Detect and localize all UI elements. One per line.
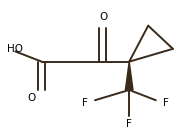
Text: F: F: [163, 98, 169, 108]
Polygon shape: [125, 62, 133, 90]
Text: HO: HO: [7, 44, 23, 54]
Text: F: F: [126, 119, 132, 129]
Text: F: F: [82, 98, 87, 108]
Text: O: O: [99, 12, 108, 22]
Text: O: O: [27, 93, 36, 103]
